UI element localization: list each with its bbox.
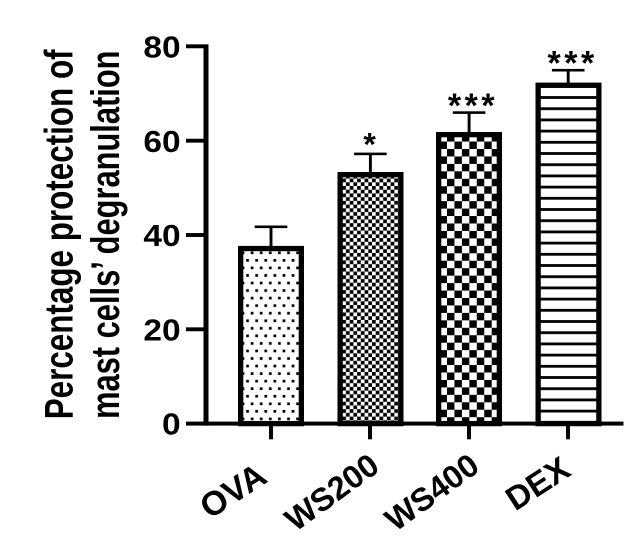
svg-text:*: * (363, 127, 376, 163)
svg-text:60: 60 (143, 124, 180, 159)
svg-text:40: 40 (143, 218, 180, 253)
svg-text:***: *** (448, 87, 498, 125)
svg-text:***: *** (547, 45, 597, 83)
svg-text:80: 80 (143, 30, 180, 65)
svg-text:Percentage protection of: Percentage protection of (38, 49, 82, 419)
svg-text:0: 0 (162, 407, 181, 442)
svg-text:mast cells’ degranulation: mast cells’ degranulation (84, 51, 128, 419)
svg-text:20: 20 (143, 313, 180, 348)
